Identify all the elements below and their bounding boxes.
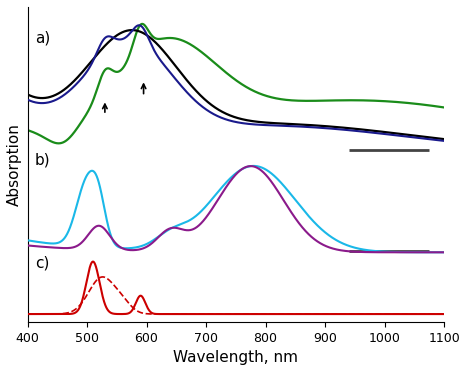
Text: b): b) bbox=[35, 152, 50, 167]
X-axis label: Wavelength, nm: Wavelength, nm bbox=[173, 350, 298, 365]
Y-axis label: Absorption: Absorption bbox=[7, 123, 22, 206]
Text: c): c) bbox=[35, 256, 49, 271]
Text: a): a) bbox=[35, 30, 50, 45]
